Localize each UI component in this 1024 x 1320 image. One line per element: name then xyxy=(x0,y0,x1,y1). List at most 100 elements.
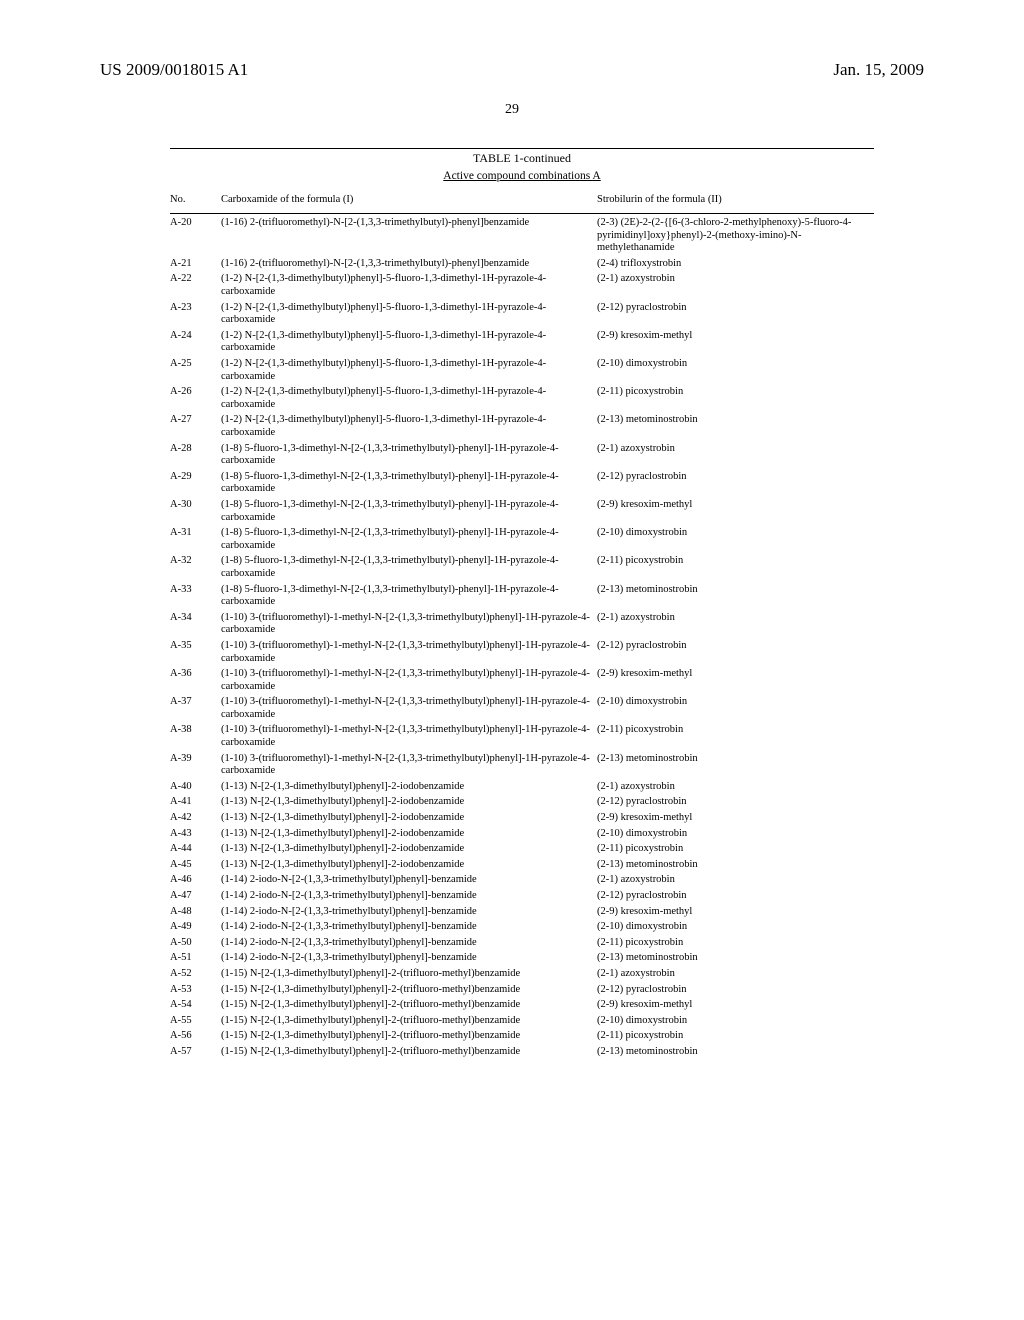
cell-carboxamide: (1-14) 2-iodo-N-[2-(1,3,3-trimethylbutyl… xyxy=(221,873,597,889)
cell-strobilurin: (2-1) azoxystrobin xyxy=(597,272,874,300)
cell-no: A-49 xyxy=(170,920,221,936)
cell-no: A-27 xyxy=(170,413,221,441)
table-row: A-25(1-2) N-[2-(1,3-dimethylbutyl)phenyl… xyxy=(170,357,874,385)
table-subtitle: Active compound combinations A xyxy=(170,170,874,182)
cell-strobilurin: (2-1) azoxystrobin xyxy=(597,441,874,469)
cell-carboxamide: (1-8) 5-fluoro-1,3-dimethyl-N-[2-(1,3,3-… xyxy=(221,441,597,469)
table-row: A-44(1-13) N-[2-(1,3-dimethylbutyl)pheny… xyxy=(170,842,874,858)
table-row: A-20(1-16) 2-(trifluoromethyl)-N-[2-(1,3… xyxy=(170,216,874,257)
table-row: A-46(1-14) 2-iodo-N-[2-(1,3,3-trimethylb… xyxy=(170,873,874,889)
cell-no: A-29 xyxy=(170,469,221,497)
cell-carboxamide: (1-15) N-[2-(1,3-dimethylbutyl)phenyl]-2… xyxy=(221,1029,597,1045)
table-row: A-32(1-8) 5-fluoro-1,3-dimethyl-N-[2-(1,… xyxy=(170,554,874,582)
page-number: 29 xyxy=(0,102,1024,118)
cell-no: A-20 xyxy=(170,216,221,257)
cell-no: A-51 xyxy=(170,951,221,967)
cell-carboxamide: (1-13) N-[2-(1,3-dimethylbutyl)phenyl]-2… xyxy=(221,779,597,795)
cell-no: A-52 xyxy=(170,966,221,982)
cell-carboxamide: (1-13) N-[2-(1,3-dimethylbutyl)phenyl]-2… xyxy=(221,826,597,842)
cell-no: A-43 xyxy=(170,826,221,842)
table-row: A-39(1-10) 3-(trifluoromethyl)-1-methyl-… xyxy=(170,751,874,779)
cell-strobilurin: (2-12) pyraclostrobin xyxy=(597,889,874,905)
cell-no: A-41 xyxy=(170,795,221,811)
cell-strobilurin: (2-9) kresoxim-methyl xyxy=(597,811,874,827)
table-body: A-20(1-16) 2-(trifluoromethyl)-N-[2-(1,3… xyxy=(170,211,874,1060)
cell-no: A-56 xyxy=(170,1029,221,1045)
cell-carboxamide: (1-13) N-[2-(1,3-dimethylbutyl)phenyl]-2… xyxy=(221,795,597,811)
cell-no: A-33 xyxy=(170,582,221,610)
cell-strobilurin: (2-13) metominostrobin xyxy=(597,751,874,779)
cell-strobilurin: (2-9) kresoxim-methyl xyxy=(597,998,874,1014)
cell-no: A-22 xyxy=(170,272,221,300)
cell-strobilurin: (2-1) azoxystrobin xyxy=(597,966,874,982)
cell-strobilurin: (2-12) pyraclostrobin xyxy=(597,638,874,666)
rule-top xyxy=(170,148,874,149)
cell-strobilurin: (2-10) dimoxystrobin xyxy=(597,826,874,842)
table-header-row: No. Carboxamide of the formula (I) Strob… xyxy=(170,190,874,211)
cell-no: A-48 xyxy=(170,904,221,920)
table-row: A-34(1-10) 3-(trifluoromethyl)-1-methyl-… xyxy=(170,610,874,638)
cell-carboxamide: (1-15) N-[2-(1,3-dimethylbutyl)phenyl]-2… xyxy=(221,966,597,982)
cell-carboxamide: (1-8) 5-fluoro-1,3-dimethyl-N-[2-(1,3,3-… xyxy=(221,526,597,554)
cell-strobilurin: (2-1) azoxystrobin xyxy=(597,779,874,795)
cell-carboxamide: (1-14) 2-iodo-N-[2-(1,3,3-trimethylbutyl… xyxy=(221,920,597,936)
table-row: A-23(1-2) N-[2-(1,3-dimethylbutyl)phenyl… xyxy=(170,300,874,328)
cell-strobilurin: (2-12) pyraclostrobin xyxy=(597,982,874,998)
cell-strobilurin: (2-9) kresoxim-methyl xyxy=(597,497,874,525)
table-row: A-45(1-13) N-[2-(1,3-dimethylbutyl)pheny… xyxy=(170,857,874,873)
table-title: TABLE 1-continued xyxy=(170,151,874,166)
compound-table: No. Carboxamide of the formula (I) Strob… xyxy=(170,190,874,1060)
table-row: A-28(1-8) 5-fluoro-1,3-dimethyl-N-[2-(1,… xyxy=(170,441,874,469)
table-row: A-33(1-8) 5-fluoro-1,3-dimethyl-N-[2-(1,… xyxy=(170,582,874,610)
table-row: A-30(1-8) 5-fluoro-1,3-dimethyl-N-[2-(1,… xyxy=(170,497,874,525)
cell-strobilurin: (2-9) kresoxim-methyl xyxy=(597,667,874,695)
cell-no: A-40 xyxy=(170,779,221,795)
cell-carboxamide: (1-15) N-[2-(1,3-dimethylbutyl)phenyl]-2… xyxy=(221,1044,597,1060)
cell-strobilurin: (2-13) metominostrobin xyxy=(597,413,874,441)
cell-carboxamide: (1-2) N-[2-(1,3-dimethylbutyl)phenyl]-5-… xyxy=(221,272,597,300)
cell-no: A-45 xyxy=(170,857,221,873)
cell-carboxamide: (1-16) 2-(trifluoromethyl)-N-[2-(1,3,3-t… xyxy=(221,216,597,257)
cell-carboxamide: (1-2) N-[2-(1,3-dimethylbutyl)phenyl]-5-… xyxy=(221,357,597,385)
cell-strobilurin: (2-11) picoxystrobin xyxy=(597,1029,874,1045)
cell-no: A-44 xyxy=(170,842,221,858)
cell-strobilurin: (2-12) pyraclostrobin xyxy=(597,795,874,811)
cell-carboxamide: (1-2) N-[2-(1,3-dimethylbutyl)phenyl]-5-… xyxy=(221,300,597,328)
publication-number: US 2009/0018015 A1 xyxy=(100,60,248,80)
table-row: A-21(1-16) 2-(trifluoromethyl)-N-[2-(1,3… xyxy=(170,256,874,272)
cell-strobilurin: (2-13) metominostrobin xyxy=(597,582,874,610)
cell-no: A-57 xyxy=(170,1044,221,1060)
cell-no: A-31 xyxy=(170,526,221,554)
cell-strobilurin: (2-3) (2E)-2-(2-{[6-(3-chloro-2-methylph… xyxy=(597,216,874,257)
table-row: A-48(1-14) 2-iodo-N-[2-(1,3,3-trimethylb… xyxy=(170,904,874,920)
cell-strobilurin: (2-10) dimoxystrobin xyxy=(597,526,874,554)
table-row: A-27(1-2) N-[2-(1,3-dimethylbutyl)phenyl… xyxy=(170,413,874,441)
table-row: A-57(1-15) N-[2-(1,3-dimethylbutyl)pheny… xyxy=(170,1044,874,1060)
col-header-no: No. xyxy=(170,190,221,211)
table-row: A-36(1-10) 3-(trifluoromethyl)-1-methyl-… xyxy=(170,667,874,695)
cell-carboxamide: (1-14) 2-iodo-N-[2-(1,3,3-trimethylbutyl… xyxy=(221,904,597,920)
cell-carboxamide: (1-10) 3-(trifluoromethyl)-1-methyl-N-[2… xyxy=(221,723,597,751)
table-row: A-50(1-14) 2-iodo-N-[2-(1,3,3-trimethylb… xyxy=(170,935,874,951)
table-row: A-24(1-2) N-[2-(1,3-dimethylbutyl)phenyl… xyxy=(170,328,874,356)
cell-strobilurin: (2-9) kresoxim-methyl xyxy=(597,904,874,920)
table-row: A-26(1-2) N-[2-(1,3-dimethylbutyl)phenyl… xyxy=(170,385,874,413)
cell-strobilurin: (2-11) picoxystrobin xyxy=(597,385,874,413)
cell-strobilurin: (2-10) dimoxystrobin xyxy=(597,357,874,385)
cell-no: A-37 xyxy=(170,695,221,723)
cell-strobilurin: (2-10) dimoxystrobin xyxy=(597,920,874,936)
cell-strobilurin: (2-13) metominostrobin xyxy=(597,951,874,967)
cell-no: A-30 xyxy=(170,497,221,525)
cell-carboxamide: (1-13) N-[2-(1,3-dimethylbutyl)phenyl]-2… xyxy=(221,811,597,827)
cell-carboxamide: (1-15) N-[2-(1,3-dimethylbutyl)phenyl]-2… xyxy=(221,1013,597,1029)
cell-strobilurin: (2-11) picoxystrobin xyxy=(597,554,874,582)
cell-no: A-25 xyxy=(170,357,221,385)
cell-no: A-24 xyxy=(170,328,221,356)
table-row: A-43(1-13) N-[2-(1,3-dimethylbutyl)pheny… xyxy=(170,826,874,842)
cell-no: A-38 xyxy=(170,723,221,751)
col-header-strobilurin: Strobilurin of the formula (II) xyxy=(597,190,874,211)
cell-carboxamide: (1-10) 3-(trifluoromethyl)-1-methyl-N-[2… xyxy=(221,638,597,666)
cell-no: A-47 xyxy=(170,889,221,905)
cell-strobilurin: (2-1) azoxystrobin xyxy=(597,873,874,889)
cell-strobilurin: (2-1) azoxystrobin xyxy=(597,610,874,638)
